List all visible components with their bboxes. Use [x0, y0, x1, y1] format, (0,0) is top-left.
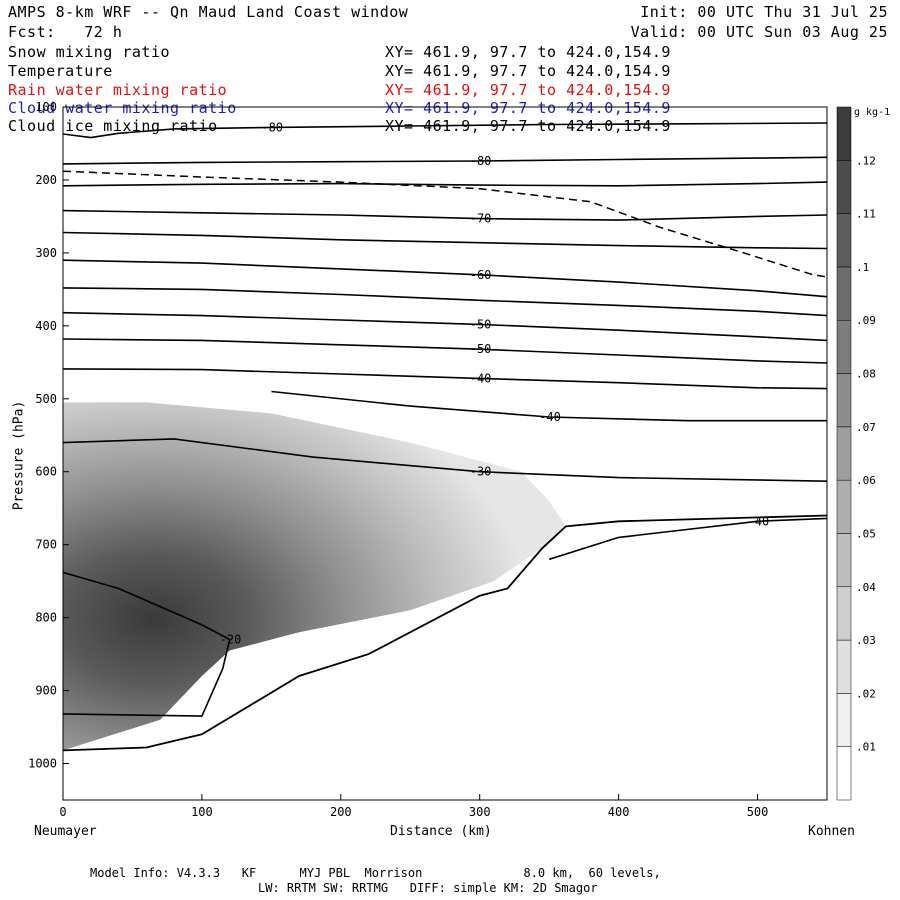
colorbar-bin: [836, 426, 852, 481]
temperature-contour-4: [62, 231, 828, 250]
temperature-contour-6: [62, 287, 828, 317]
colorbar-tick-label: .07: [856, 421, 876, 434]
colorbar-tick-label: .03: [856, 634, 876, 647]
y-tick-label: 1000: [28, 757, 57, 771]
temperature-contour-8: [62, 338, 828, 364]
x-start-label: Neumayer: [34, 824, 97, 839]
temperature-contour-2: [62, 181, 828, 187]
field-xy-cloud-water: XY= 461.9, 97.7 to 424.0,154.9: [385, 99, 671, 117]
y-tick-label: 600: [35, 465, 57, 479]
y-tick-label: 700: [35, 538, 57, 552]
colorbar-tick-label: .1: [856, 261, 869, 274]
temperature-contour-7: [62, 311, 828, 342]
colorbar-unit: g kg-1: [854, 107, 890, 118]
y-tick-label: 400: [35, 319, 57, 333]
colorbar-bin: [836, 479, 852, 534]
colorbar-tick-label: .12: [856, 154, 876, 167]
x-end-label: Kohnen: [808, 824, 855, 839]
model-info: Model Info: V4.3.3 KF MYJ PBL Morrison 8…: [90, 866, 661, 880]
temperature-contour-0: [62, 122, 828, 139]
field-name-temperature: Temperature: [8, 62, 113, 80]
colorbar-bin: [836, 319, 852, 374]
y-tick-label: 800: [35, 611, 57, 625]
temperature-contour-3: [62, 209, 828, 221]
contour-label-10: -40: [539, 410, 561, 424]
y-tick-label: 500: [35, 392, 57, 406]
mixing-ratio-shading: [62, 402, 828, 752]
colorbar-bin: [836, 746, 852, 801]
y-tick-label: 300: [35, 246, 57, 260]
contour-label-7: -50: [470, 317, 492, 331]
plot-frame: [62, 106, 828, 801]
terrain-outline: [62, 514, 828, 752]
x-tick-label: 500: [747, 805, 769, 819]
x-tick-label: 0: [59, 805, 66, 819]
temperature-contours: -80 -80 -70 -60 -50 -50 -40 -40 -30 -20 -40: [62, 120, 828, 717]
field-xy-snow: XY= 461.9, 97.7 to 424.0,154.9: [385, 43, 671, 61]
colorbar: .01 .02 .03 .04 .05 .06 .07 .08 .09 .1 .11 .12 g kg-…: [836, 106, 890, 801]
field-name-rain: Rain water mixing ratio: [8, 81, 228, 99]
field-name-cloud-water: Cloud water mixing ratio: [8, 99, 237, 117]
field-xy-rain: XY= 461.9, 97.7 to 424.0,154.9: [385, 81, 671, 99]
colorbar-bin: [836, 693, 852, 747]
colorbar-tick-label: .05: [856, 527, 876, 540]
x-tick-label: 300: [469, 805, 491, 819]
colorbar-bin: [836, 266, 852, 321]
valid-time: Valid: 00 UTC Sun 03 Aug 25: [630, 23, 888, 41]
colorbar-tick-label: .08: [856, 368, 876, 381]
field-name-snow: Snow mixing ratio: [8, 43, 171, 61]
model-physics: LW: RRTM SW: RRTMG DIFF: simple KM: 2D S…: [258, 881, 598, 895]
temperature-contour-11: [62, 438, 828, 482]
field-xy-cloud-ice: XY= 461.9, 97.7 to 424.0,154.9: [385, 117, 671, 135]
colorbar-bin: [836, 639, 852, 694]
contour-label-5: -60: [470, 268, 492, 282]
contour-label-0: -80: [261, 120, 283, 134]
colorbar-tick-label: .01: [856, 741, 876, 754]
contour-label-13: -40: [748, 514, 770, 528]
colorbar-tick-label: .06: [856, 474, 876, 487]
forecast-hour: Fcst: 72 h: [8, 23, 123, 41]
init-time: Init: 00 UTC Thu 31 Jul 25: [640, 3, 888, 21]
contour-label-11: -30: [470, 465, 492, 479]
contour-label-8: -50: [470, 342, 492, 356]
x-tick-label: 400: [608, 805, 630, 819]
colorbar-tick-label: .02: [856, 687, 876, 700]
x-tick-label: 200: [330, 805, 352, 819]
contour-label-3: -70: [470, 212, 492, 226]
temperature-contour-9: [62, 368, 828, 390]
x-tick-label: 100: [191, 805, 213, 819]
field-xy-temperature: XY= 461.9, 97.7 to 424.0,154.9: [385, 62, 671, 80]
temperature-contour-10: [271, 390, 827, 422]
colorbar-bin: [836, 586, 852, 641]
y-axis-label: Pressure (hPa): [11, 400, 27, 511]
colorbar-tick-label: .04: [856, 581, 876, 594]
colorbar-bin: [836, 373, 852, 428]
colorbar-bin: [836, 106, 852, 161]
y-tick-label: 900: [35, 684, 57, 698]
colorbar-tick-label: .09: [856, 314, 876, 327]
temperature-contour-5: [62, 259, 828, 298]
x-axis-label: Distance (km): [390, 824, 492, 839]
colorbar-bin: [836, 533, 852, 588]
temperature-contour-1: [62, 156, 828, 165]
dashed-contour: [62, 170, 828, 278]
colorbar-bin: [836, 160, 852, 214]
contour-label-9: -40: [470, 371, 492, 385]
cloud-shading: [63, 402, 566, 751]
colorbar-bin: [836, 213, 852, 268]
y-tick-label: 100: [35, 100, 57, 114]
plot-axes: 0 100 200 300 400 500 100 200 300 400 500 600 700 800…: [28, 100, 828, 819]
y-tick-label: 200: [35, 173, 57, 187]
colorbar-tick-label: .11: [856, 208, 876, 221]
chart-title: AMPS 8-km WRF -- Qn Maud Land Coast wind…: [8, 3, 409, 21]
temperature-contour-13: [548, 517, 828, 561]
temperature-contour-12: [62, 571, 231, 717]
contour-label-12: -20: [220, 633, 242, 647]
contour-label-1: -80: [470, 154, 492, 168]
